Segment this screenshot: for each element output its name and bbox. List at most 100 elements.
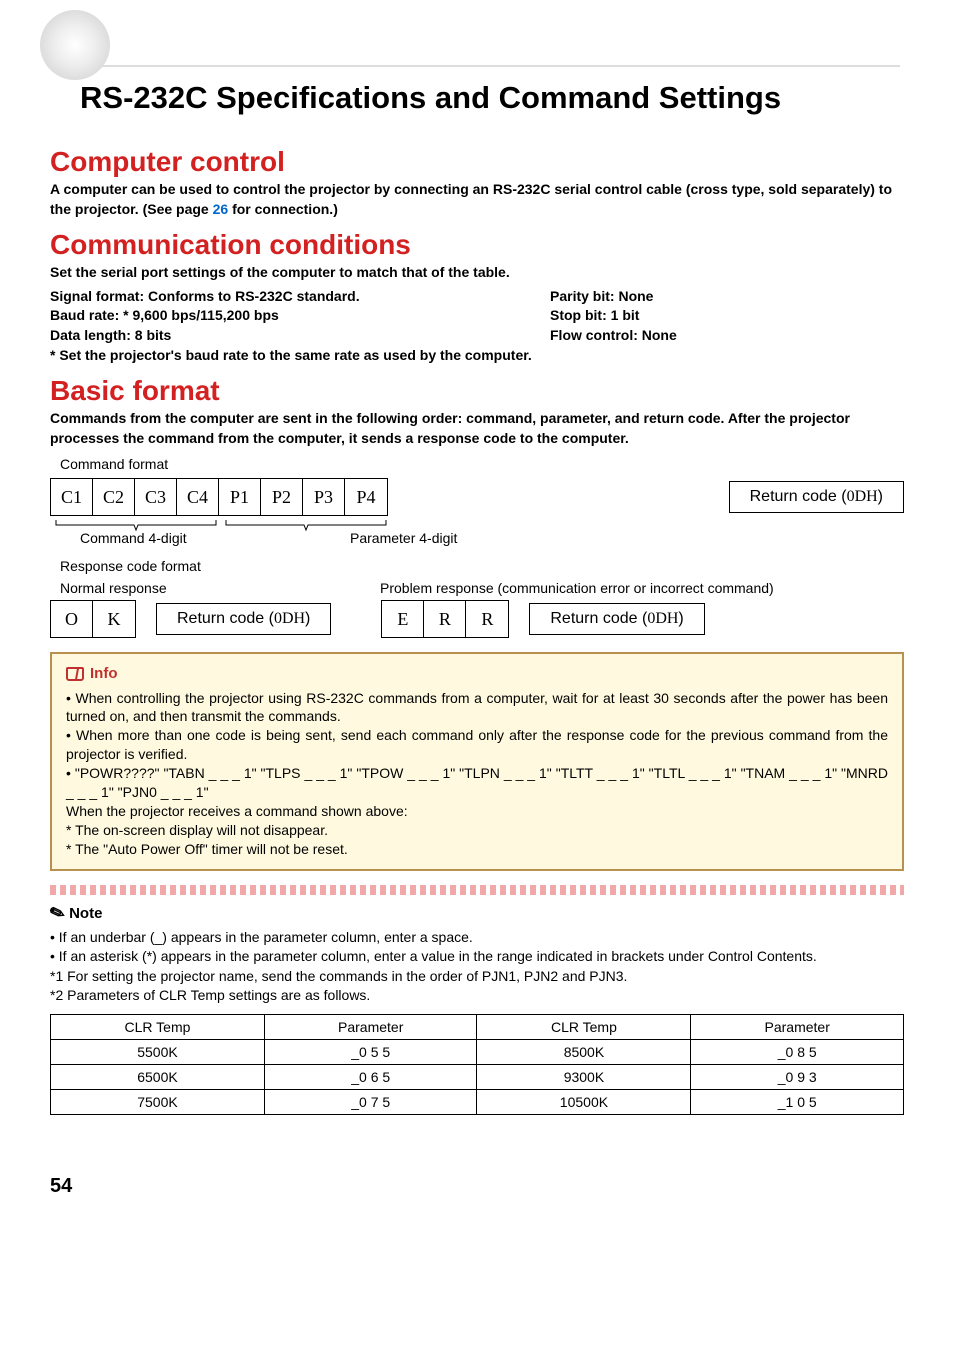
cell-p4: P4 xyxy=(345,479,387,515)
command-cells: C1 C2 C3 C4 P1 P2 P3 P4 xyxy=(50,478,388,516)
note-item-2: If an asterisk (*) appears in the parame… xyxy=(50,947,904,967)
baud-rate: Baud rate: * 9,600 bps/115,200 bps xyxy=(50,306,550,326)
err-cells: E R R xyxy=(381,600,509,638)
cell: _0 9 3 xyxy=(691,1064,904,1089)
note-foot-2: *2 Parameters of CLR Temp settings are a… xyxy=(50,986,904,1006)
return-code-box-err: Return code (0DH) xyxy=(529,603,704,635)
command-format-label: Command format xyxy=(60,456,904,472)
info-header: Info xyxy=(66,664,888,684)
param-table: CLR Temp Parameter CLR Temp Parameter 55… xyxy=(50,1014,904,1115)
cell: _1 0 5 xyxy=(691,1089,904,1114)
pencil-icon: ✎ xyxy=(47,901,68,926)
ok-cells: O K xyxy=(50,600,136,638)
communication-footnote: * Set the projector's baud rate to the s… xyxy=(50,346,904,366)
info-item-3: "POWR????" "TABN _ _ _ 1" "TLPS _ _ _ 1"… xyxy=(66,764,888,802)
cell: _0 6 5 xyxy=(264,1064,477,1089)
cell-k: K xyxy=(93,601,135,637)
cell: 10500K xyxy=(477,1089,691,1114)
info-plain-2: * The on-screen display will not disappe… xyxy=(66,821,888,840)
cell-p1: P1 xyxy=(219,479,261,515)
corner-circle xyxy=(40,10,110,80)
comm-right: Parity bit: None Stop bit: 1 bit Flow co… xyxy=(550,287,850,346)
cell: 5500K xyxy=(51,1039,265,1064)
flow-control: Flow control: None xyxy=(550,326,850,346)
cell-c2: C2 xyxy=(93,479,135,515)
return-close: ) xyxy=(878,488,883,505)
cell: _0 5 5 xyxy=(264,1039,477,1064)
return-hex: 0DH xyxy=(847,488,878,505)
cell-e: E xyxy=(382,601,424,637)
cell-r2: R xyxy=(466,601,508,637)
return-label: Return code ( xyxy=(750,488,847,505)
table-row: 6500K _0 6 5 9300K _0 9 3 xyxy=(51,1064,904,1089)
heading-communication: Communication conditions xyxy=(50,229,904,261)
th-param-1: Parameter xyxy=(264,1014,477,1039)
communication-intro: Set the serial port settings of the comp… xyxy=(50,263,904,283)
corner-line xyxy=(100,65,900,67)
desc-text-1: A computer can be used to control the pr… xyxy=(50,181,892,217)
book-icon xyxy=(66,667,84,681)
cell-c4: C4 xyxy=(177,479,219,515)
return-hex-3: 0DH xyxy=(647,610,678,627)
return-close-2: ) xyxy=(305,610,310,627)
table-row: 5500K _0 5 5 8500K _0 8 5 xyxy=(51,1039,904,1064)
comm-left: Signal format: Conforms to RS-232C stand… xyxy=(50,287,550,346)
return-close-3: ) xyxy=(678,610,683,627)
cell: 7500K xyxy=(51,1089,265,1114)
bracket-cmd-label: Command 4-digit xyxy=(80,530,187,546)
data-length: Data length: 8 bits xyxy=(50,326,550,346)
response-format-label: Response code format xyxy=(60,558,904,574)
cell: 8500K xyxy=(477,1039,691,1064)
th-param-2: Parameter xyxy=(691,1014,904,1039)
info-list: When controlling the projector using RS-… xyxy=(66,689,888,802)
computer-control-desc: A computer can be used to control the pr… xyxy=(50,180,904,219)
note-title: Note xyxy=(69,905,102,922)
th-clr-1: CLR Temp xyxy=(51,1014,265,1039)
cell-c1: C1 xyxy=(51,479,93,515)
cell: _0 7 5 xyxy=(264,1089,477,1114)
basic-format-desc: Commands from the computer are sent in t… xyxy=(50,409,904,448)
header-decoration xyxy=(50,20,904,70)
table-header-row: CLR Temp Parameter CLR Temp Parameter xyxy=(51,1014,904,1039)
page-link-26[interactable]: 26 xyxy=(213,201,229,217)
heading-computer-control: Computer control xyxy=(50,146,904,178)
info-item-2: When more than one code is being sent, s… xyxy=(66,726,888,764)
return-code-box: Return code (0DH) xyxy=(729,481,904,513)
cell-p3: P3 xyxy=(303,479,345,515)
bracket-row: Command 4-digit Parameter 4-digit xyxy=(50,522,904,546)
note-foot-1: *1 For setting the projector name, send … xyxy=(50,967,904,987)
param-table-body: 5500K _0 5 5 8500K _0 8 5 6500K _0 6 5 9… xyxy=(51,1039,904,1114)
cell: _0 8 5 xyxy=(691,1039,904,1064)
response-row: O K Return code (0DH) E R R Return code … xyxy=(50,600,904,638)
page-title: RS-232C Specifications and Command Setti… xyxy=(80,80,904,116)
parity-bit: Parity bit: None xyxy=(550,287,850,307)
info-plain-1: When the projector receives a command sh… xyxy=(66,802,888,821)
command-format-row: C1 C2 C3 C4 P1 P2 P3 P4 Return code (0DH… xyxy=(50,478,904,516)
info-box: Info When controlling the projector usin… xyxy=(50,652,904,870)
normal-response-label: Normal response xyxy=(60,580,380,596)
return-hex-2: 0DH xyxy=(274,610,305,627)
desc-text-2: for connection.) xyxy=(228,201,338,217)
table-row: 7500K _0 7 5 10500K _1 0 5 xyxy=(51,1089,904,1114)
response-labels: Normal response Problem response (commun… xyxy=(60,580,904,596)
info-title: Info xyxy=(90,664,118,684)
cell: 6500K xyxy=(51,1064,265,1089)
info-plain-3: * The "Auto Power Off" timer will not be… xyxy=(66,840,888,859)
stop-bit: Stop bit: 1 bit xyxy=(550,306,850,326)
cell-r1: R xyxy=(424,601,466,637)
cell-o: O xyxy=(51,601,93,637)
problem-response-label: Problem response (communication error or… xyxy=(380,580,774,596)
cell-p2: P2 xyxy=(261,479,303,515)
note-item-1: If an underbar (_) appears in the parame… xyxy=(50,928,904,948)
cell: 9300K xyxy=(477,1064,691,1089)
note-header: ✎ Note xyxy=(50,903,904,924)
note-list: If an underbar (_) appears in the parame… xyxy=(50,928,904,967)
th-clr-2: CLR Temp xyxy=(477,1014,691,1039)
signal-format: Signal format: Conforms to RS-232C stand… xyxy=(50,287,550,307)
return-label-3: Return code ( xyxy=(550,610,647,627)
communication-table: Signal format: Conforms to RS-232C stand… xyxy=(50,287,904,346)
cell-c3: C3 xyxy=(135,479,177,515)
page-number: 54 xyxy=(50,1175,904,1198)
return-label-2: Return code ( xyxy=(177,610,274,627)
return-code-box-normal: Return code (0DH) xyxy=(156,603,331,635)
